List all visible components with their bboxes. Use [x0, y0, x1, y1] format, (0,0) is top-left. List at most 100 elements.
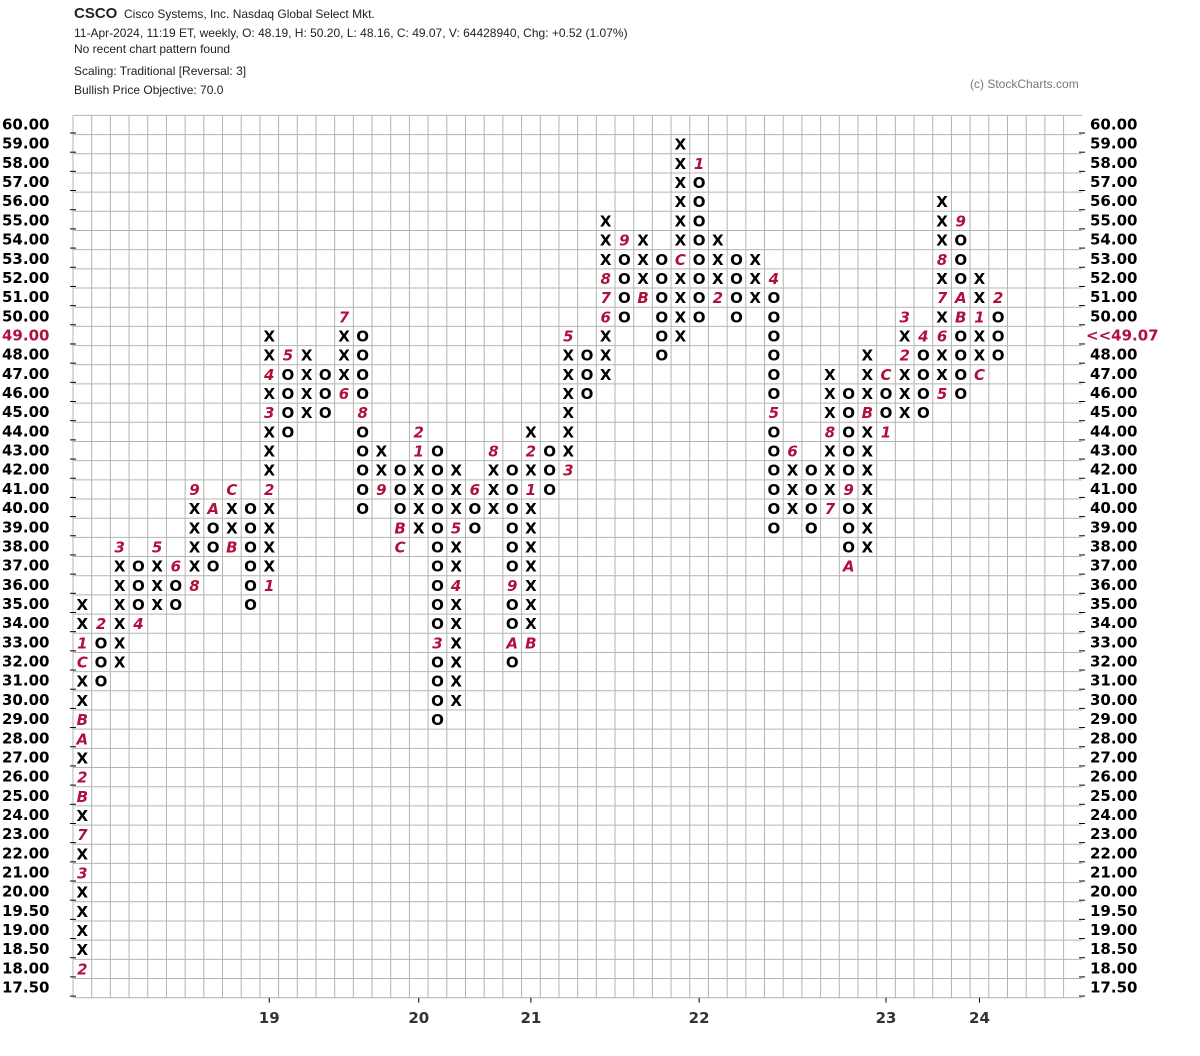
month-box: 7	[77, 826, 88, 844]
box: O	[655, 289, 668, 307]
month-box: 3	[563, 462, 573, 480]
box: O	[356, 443, 369, 461]
box: X	[263, 538, 275, 556]
box: X	[562, 385, 574, 403]
box: X	[77, 941, 89, 959]
y-tick-label: 43.00	[2, 442, 49, 460]
box: X	[525, 462, 537, 480]
box: O	[842, 500, 855, 518]
y-tick-label: 33.00	[2, 633, 49, 651]
box: X	[77, 922, 89, 940]
month-box: 2	[899, 347, 909, 365]
box: O	[618, 289, 631, 307]
box: X	[114, 634, 126, 652]
box: O	[282, 404, 295, 422]
month-box: C	[226, 481, 237, 499]
box: O	[767, 385, 780, 403]
box: O	[431, 481, 444, 499]
month-box: 5	[451, 519, 461, 537]
box: X	[226, 519, 238, 537]
y-tick-label: 50.00	[2, 307, 49, 325]
box: O	[842, 519, 855, 537]
y-tick-label: 60.00	[2, 116, 49, 134]
box: X	[114, 558, 126, 576]
box: X	[263, 385, 275, 403]
month-box: 6	[470, 481, 480, 499]
box: O	[169, 596, 182, 614]
box: X	[862, 366, 874, 384]
month-box: 1	[694, 155, 704, 173]
y-tick-label-right: 40.00	[1090, 499, 1137, 517]
y-tick-label-right: 37.00	[1090, 557, 1137, 575]
month-box: 6	[339, 385, 349, 403]
box: X	[189, 519, 201, 537]
box: O	[693, 212, 706, 230]
box: O	[356, 423, 369, 441]
y-tick-label-right: 53.00	[1090, 250, 1137, 268]
y-tick-label: 59.00	[2, 135, 49, 153]
box: O	[207, 519, 220, 537]
y-tick-label: 30.00	[2, 691, 49, 709]
y-tick-label-right: 39.00	[1090, 518, 1137, 536]
month-box: 2	[264, 481, 274, 499]
month-box: 9	[843, 481, 853, 499]
y-tick-label: 51.00	[2, 288, 49, 306]
box: X	[151, 596, 163, 614]
box: O	[954, 232, 967, 250]
box: X	[450, 654, 462, 672]
box: O	[244, 519, 257, 537]
box: X	[899, 385, 911, 403]
box: X	[862, 538, 874, 556]
y-tick-label-right: 32.00	[1090, 653, 1137, 671]
last-price-label: <<49.07	[1086, 326, 1159, 344]
box: O	[244, 558, 257, 576]
box: O	[431, 519, 444, 537]
box: O	[356, 366, 369, 384]
month-box: 1	[974, 308, 984, 326]
box: O	[244, 500, 257, 518]
y-tick-label-right: 55.00	[1090, 211, 1137, 229]
box: O	[805, 500, 818, 518]
box: X	[301, 347, 313, 365]
month-box: B	[394, 519, 405, 537]
month-box: 1	[414, 443, 424, 461]
box: O	[506, 596, 519, 614]
credit: (c) StockCharts.com	[970, 77, 1079, 91]
box: X	[974, 347, 986, 365]
box: X	[974, 327, 986, 345]
month-box: 8	[937, 251, 947, 269]
box: O	[730, 289, 743, 307]
box: X	[675, 308, 687, 326]
box: O	[394, 462, 407, 480]
box: X	[712, 251, 724, 269]
month-box: B	[77, 711, 88, 729]
y-tick-label-right: 57.00	[1090, 173, 1137, 191]
month-box: 8	[488, 443, 498, 461]
box: X	[226, 500, 238, 518]
box: O	[655, 327, 668, 345]
box: O	[132, 577, 145, 595]
box: X	[562, 443, 574, 461]
y-tick-label: 34.00	[2, 614, 49, 632]
box: X	[824, 366, 836, 384]
box: X	[263, 327, 275, 345]
box: X	[862, 347, 874, 365]
month-box: 2	[526, 443, 536, 461]
box: X	[263, 347, 275, 365]
box: O	[767, 519, 780, 537]
box: X	[151, 577, 163, 595]
box: O	[431, 500, 444, 518]
box: O	[693, 289, 706, 307]
y-tick-label-right: 23.00	[1090, 825, 1137, 843]
box: X	[525, 538, 537, 556]
y-tick-label: 26.00	[2, 768, 49, 786]
scaling: Scaling: Traditional [Reversal: 3]	[74, 64, 246, 78]
box: X	[189, 538, 201, 556]
box: X	[899, 327, 911, 345]
box: X	[974, 270, 986, 288]
box: O	[842, 385, 855, 403]
box: O	[618, 308, 631, 326]
box: O	[431, 654, 444, 672]
month-box: 8	[189, 577, 199, 595]
box: O	[506, 519, 519, 537]
